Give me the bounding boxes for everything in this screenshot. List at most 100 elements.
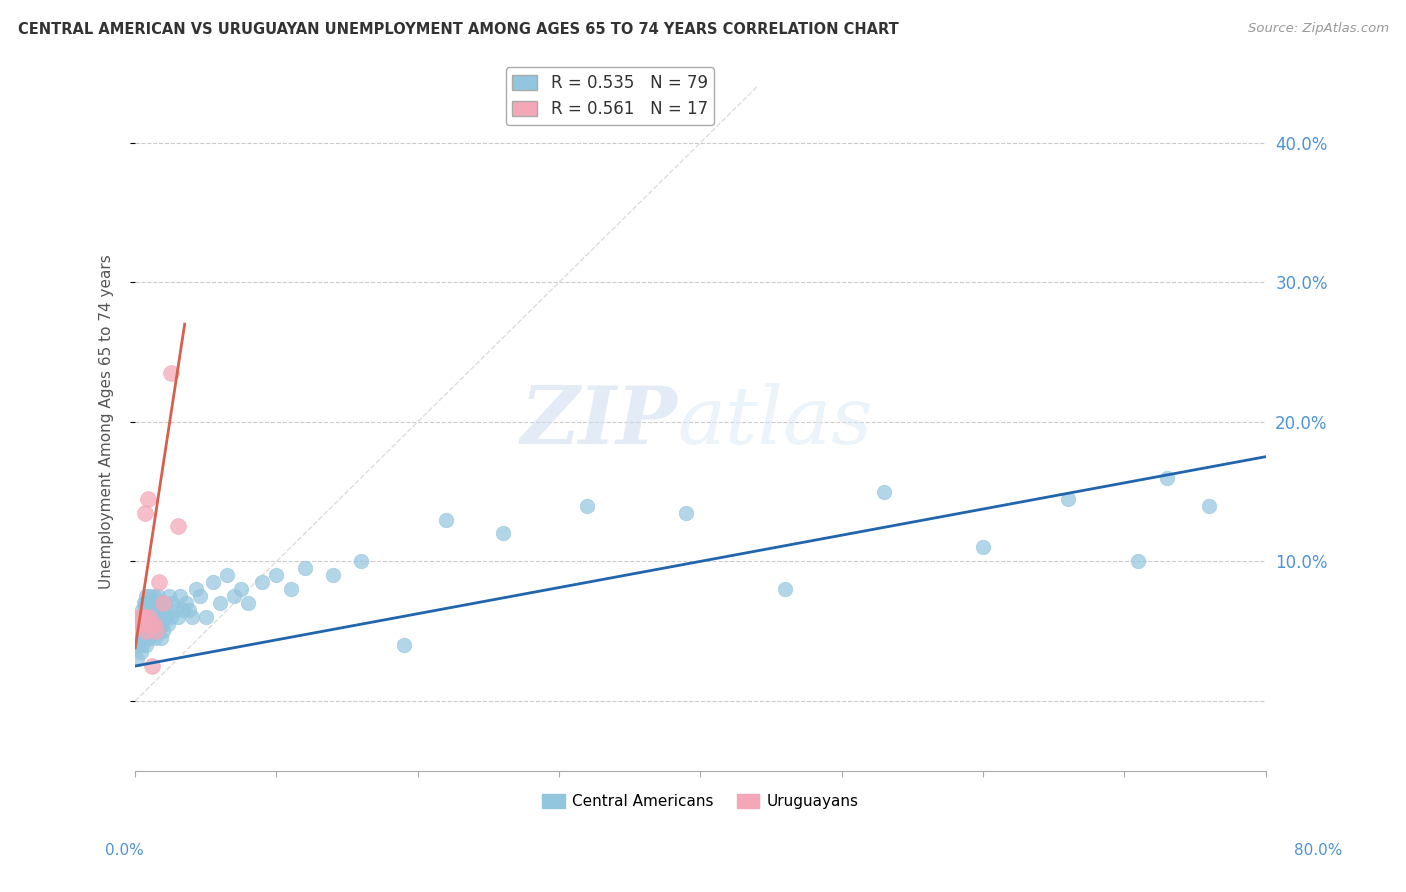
Point <box>134 617 156 632</box>
Point <box>131 638 153 652</box>
Point <box>434 512 457 526</box>
Point <box>132 610 155 624</box>
Point <box>146 624 169 639</box>
Point <box>773 582 796 597</box>
Point <box>129 610 152 624</box>
Point <box>135 624 157 639</box>
Point <box>972 541 994 555</box>
Point <box>1056 491 1078 506</box>
Point <box>139 624 162 639</box>
Point <box>156 617 179 632</box>
Point <box>135 589 157 603</box>
Point <box>194 610 217 624</box>
Point <box>128 610 150 624</box>
Point <box>134 631 156 645</box>
Point <box>134 506 156 520</box>
Point <box>294 561 316 575</box>
Point <box>208 596 231 610</box>
Point <box>135 610 157 624</box>
Point <box>392 638 415 652</box>
Point <box>280 582 302 597</box>
Point <box>136 603 159 617</box>
Point <box>160 596 183 610</box>
Point <box>350 554 373 568</box>
Point <box>141 603 163 617</box>
Point <box>131 617 153 632</box>
Point <box>177 603 200 617</box>
Point <box>266 568 288 582</box>
Point <box>1198 499 1220 513</box>
Point <box>155 610 177 624</box>
Point <box>157 589 180 603</box>
Point <box>148 610 170 624</box>
Point <box>142 624 165 639</box>
Point <box>129 617 152 632</box>
Text: 80.0%: 80.0% <box>1295 843 1343 858</box>
Point <box>222 589 245 603</box>
Point <box>128 631 150 645</box>
Point <box>131 603 153 617</box>
Point <box>135 638 157 652</box>
Point <box>139 617 162 632</box>
Point <box>132 624 155 639</box>
Point <box>215 568 238 582</box>
Point <box>139 596 162 610</box>
Point <box>159 366 181 380</box>
Point <box>172 603 194 617</box>
Point <box>143 631 166 645</box>
Point <box>145 617 167 632</box>
Point <box>180 610 202 624</box>
Point <box>1156 470 1178 484</box>
Point <box>1128 554 1150 568</box>
Point <box>153 596 176 610</box>
Point <box>128 610 150 624</box>
Text: CENTRAL AMERICAN VS URUGUAYAN UNEMPLOYMENT AMONG AGES 65 TO 74 YEARS CORRELATION: CENTRAL AMERICAN VS URUGUAYAN UNEMPLOYME… <box>18 22 898 37</box>
Point <box>143 596 166 610</box>
Point <box>127 617 149 632</box>
Point <box>166 519 188 533</box>
Point <box>145 624 167 639</box>
Point <box>149 596 172 610</box>
Point <box>201 575 224 590</box>
Point <box>169 589 191 603</box>
Point <box>152 603 174 617</box>
Point <box>145 603 167 617</box>
Point <box>166 610 188 624</box>
Point <box>134 596 156 610</box>
Point <box>141 659 163 673</box>
Point <box>138 589 160 603</box>
Point <box>322 568 344 582</box>
Point <box>142 617 165 632</box>
Point <box>174 596 197 610</box>
Point <box>873 484 896 499</box>
Point <box>148 575 170 590</box>
Point <box>231 582 253 597</box>
Point <box>136 491 159 506</box>
Legend: Central Americans, Uruguayans: Central Americans, Uruguayans <box>536 789 865 815</box>
Point <box>142 589 165 603</box>
Point <box>238 596 260 610</box>
Point <box>152 624 174 639</box>
Point <box>184 582 207 597</box>
Point <box>188 589 211 603</box>
Point <box>132 596 155 610</box>
Text: 0.0%: 0.0% <box>105 843 145 858</box>
Point <box>150 617 173 632</box>
Point <box>152 596 174 610</box>
Point <box>138 610 160 624</box>
Point <box>491 526 513 541</box>
Point <box>159 610 181 624</box>
Point <box>146 589 169 603</box>
Point <box>136 617 159 632</box>
Text: atlas: atlas <box>678 383 873 460</box>
Point <box>675 506 697 520</box>
Point <box>252 575 274 590</box>
Text: ZIP: ZIP <box>520 383 678 460</box>
Point <box>127 638 149 652</box>
Point <box>138 610 160 624</box>
Point <box>138 631 160 645</box>
Point <box>129 645 152 659</box>
Point <box>163 603 186 617</box>
Point <box>141 617 163 632</box>
Point <box>576 499 599 513</box>
